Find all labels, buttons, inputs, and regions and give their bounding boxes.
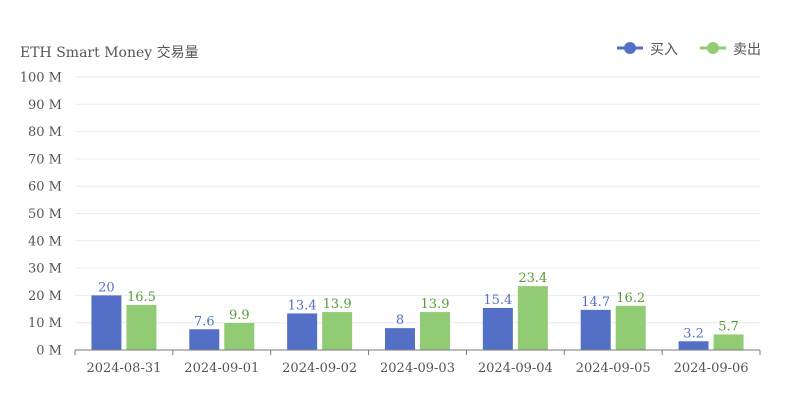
y-tick-label: 50 M xyxy=(28,207,62,222)
legend-marker-sell xyxy=(707,42,719,54)
x-tick-label: 2024-09-03 xyxy=(380,361,455,376)
bar-buy[interactable] xyxy=(482,307,513,350)
bar-buy[interactable] xyxy=(287,313,318,350)
data-label-buy: 15.4 xyxy=(483,293,512,308)
bar-sell[interactable] xyxy=(126,304,157,350)
data-label-sell: 23.4 xyxy=(518,271,547,286)
y-tick-label: 60 M xyxy=(28,180,62,195)
legend-label-buy: 买入 xyxy=(650,42,678,58)
y-tick-label: 80 M xyxy=(28,125,62,140)
bar-sell[interactable] xyxy=(224,322,255,350)
y-tick-label: 20 M xyxy=(28,289,62,304)
legend-item-sell[interactable]: 卖出 xyxy=(700,42,761,58)
legend: 买入 卖出 xyxy=(617,42,761,58)
x-tick-label: 2024-09-02 xyxy=(282,361,357,376)
x-tick-label: 2024-09-05 xyxy=(576,361,651,376)
x-tick-label: 2024-09-01 xyxy=(184,361,259,376)
bar-buy[interactable] xyxy=(580,309,611,350)
data-label-buy: 14.7 xyxy=(581,295,610,310)
data-label-sell: 13.9 xyxy=(421,297,450,312)
legend-label-sell: 卖出 xyxy=(733,42,761,58)
y-tick-label: 100 M xyxy=(20,71,62,86)
y-tick-label: 40 M xyxy=(28,234,62,249)
bar-sell[interactable] xyxy=(713,334,744,350)
y-tick-label: 70 M xyxy=(28,152,62,167)
data-label-buy: 13.4 xyxy=(288,298,317,313)
y-tick-label: 0 M xyxy=(36,344,62,359)
bar-buy[interactable] xyxy=(678,341,709,350)
x-tick-label: 2024-08-31 xyxy=(86,361,161,376)
gridlines xyxy=(75,76,760,324)
bar-buy[interactable] xyxy=(385,328,415,350)
y-tick-label: 10 M xyxy=(28,316,62,331)
data-label-buy: 20 xyxy=(98,280,115,295)
data-label-sell: 16.5 xyxy=(127,290,156,305)
y-axis-ticks: 0 M 10 M 20 M 30 M 40 M 50 M 60 M 70 M 80 M 90 M 1… xyxy=(20,71,62,359)
x-tick-label: 2024-09-04 xyxy=(478,361,553,376)
bar-sell[interactable] xyxy=(322,312,353,350)
y-tick-label: 30 M xyxy=(28,262,62,277)
x-axis: 2024-08-31 2024-09-01 2024-09-02 2024-09-03… xyxy=(74,349,761,376)
data-label-sell: 13.9 xyxy=(323,297,352,312)
bar-buy[interactable] xyxy=(189,329,220,350)
bar-sell[interactable] xyxy=(517,286,548,350)
data-label-sell: 9.9 xyxy=(229,308,250,323)
data-label-buy: 8 xyxy=(396,313,404,328)
data-label-buy: 7.6 xyxy=(194,314,215,329)
legend-item-buy[interactable]: 买入 xyxy=(617,42,678,58)
data-label-sell: 5.7 xyxy=(718,319,739,334)
bar-sell[interactable] xyxy=(615,305,646,350)
data-label-sell: 16.2 xyxy=(616,291,645,306)
x-tick-label: 2024-09-06 xyxy=(674,361,749,376)
bar-buy[interactable] xyxy=(91,295,122,350)
chart-title: ETH Smart Money 交易量 xyxy=(20,44,199,61)
data-label-buy: 3.2 xyxy=(683,326,704,341)
bars xyxy=(91,286,744,350)
y-tick-label: 90 M xyxy=(28,98,62,113)
bar-sell[interactable] xyxy=(420,312,450,350)
legend-marker-buy xyxy=(624,42,636,54)
data-labels: 20 7.6 13.4 8 15.4 14.7 3.2 16.5 9.9 13.9 13.9 23.4… xyxy=(98,271,739,341)
